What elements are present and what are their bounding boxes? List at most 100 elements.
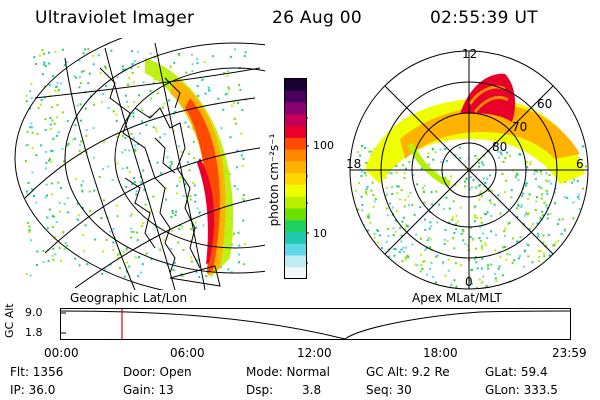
noise-speck <box>78 149 81 152</box>
gc-altitude-curve <box>60 310 571 340</box>
oval-orange <box>400 105 580 159</box>
noise-speck <box>534 284 537 287</box>
noise-speck <box>380 278 383 281</box>
noise-speck <box>388 264 391 267</box>
noise-speck <box>544 275 546 278</box>
noise-speck <box>56 81 59 84</box>
noise-speck <box>545 172 548 175</box>
noise-speck <box>475 261 478 264</box>
noise-speck <box>525 212 528 215</box>
noise-speck <box>581 158 584 161</box>
noise-speck <box>514 176 517 179</box>
noise-speck <box>194 200 197 203</box>
noise-speck <box>490 230 493 233</box>
noise-speck <box>435 190 438 193</box>
noise-speck <box>361 170 364 173</box>
noise-speck <box>368 150 371 153</box>
noise-speck <box>355 280 358 283</box>
noise-speck <box>393 254 396 257</box>
noise-speck <box>49 208 52 211</box>
noise-speck <box>58 202 61 204</box>
noise-speck <box>57 90 60 93</box>
noise-speck <box>80 70 83 73</box>
geographic-caption: Geographic Lat/Lon <box>70 291 188 305</box>
noise-speck <box>220 266 223 268</box>
noise-speck <box>102 167 104 170</box>
colorbar-step <box>285 149 306 162</box>
noise-speck <box>242 219 245 222</box>
noise-speck <box>547 213 549 216</box>
noise-speck <box>485 244 488 247</box>
noise-speck <box>98 176 101 178</box>
noise-speck <box>369 221 372 224</box>
noise-speck <box>528 228 531 231</box>
noise-speck <box>134 256 137 259</box>
noise-speck <box>357 258 360 261</box>
noise-speck <box>180 273 183 276</box>
noise-speck <box>525 182 528 185</box>
noise-speck <box>493 203 496 206</box>
noise-speck <box>28 231 31 234</box>
noise-speck <box>236 149 239 152</box>
noise-speck <box>402 246 405 249</box>
noise-speck <box>378 250 381 253</box>
noise-speck <box>520 206 523 208</box>
noise-speck <box>475 255 477 258</box>
noise-speck <box>63 203 66 205</box>
noise-speck <box>25 100 28 103</box>
noise-speck <box>405 258 408 261</box>
noise-speck <box>187 161 189 164</box>
noise-speck <box>54 235 57 238</box>
noise-speck <box>362 237 365 239</box>
noise-speck <box>48 84 51 87</box>
noise-speck <box>156 161 159 164</box>
noise-speck <box>128 149 131 152</box>
noise-speck <box>408 161 411 164</box>
noise-speck <box>92 63 95 66</box>
noise-speck <box>584 165 587 168</box>
noise-speck <box>468 188 471 191</box>
noise-speck <box>44 65 47 68</box>
noise-speck <box>503 230 506 233</box>
colorbar-step <box>285 161 306 174</box>
noise-speck <box>421 281 423 284</box>
noise-speck <box>153 56 156 59</box>
noise-speck <box>478 184 481 187</box>
noise-speck <box>545 245 548 247</box>
noise-speck <box>28 225 31 228</box>
noise-speck <box>459 156 462 159</box>
noise-speck <box>456 220 459 223</box>
geographic-map <box>14 38 265 290</box>
noise-speck <box>399 198 402 201</box>
noise-speck <box>77 214 80 217</box>
noise-speck <box>180 151 183 153</box>
noise-speck <box>388 269 391 272</box>
noise-speck <box>76 104 79 107</box>
noise-speck <box>393 247 396 250</box>
noise-speck <box>238 261 240 264</box>
noise-speck <box>393 279 396 281</box>
noise-speck <box>411 204 414 206</box>
noise-speck <box>550 182 553 185</box>
timeline-y-axis-label: GC Alt <box>3 303 16 338</box>
noise-speck <box>43 61 46 64</box>
noise-speck <box>43 52 45 55</box>
noise-speck <box>536 196 538 199</box>
noise-speck <box>416 264 419 267</box>
noise-speck <box>384 257 387 260</box>
noise-speck <box>392 227 395 230</box>
colorbar-step <box>285 137 306 151</box>
noise-speck <box>170 216 173 218</box>
noise-speck <box>575 270 578 273</box>
noise-speck <box>416 183 419 186</box>
noise-speck <box>76 202 79 205</box>
noise-speck <box>204 92 207 95</box>
noise-speck <box>373 200 376 203</box>
noise-speck <box>193 184 196 187</box>
noise-speck <box>428 227 431 230</box>
noise-speck <box>372 251 375 254</box>
noise-speck <box>62 160 65 163</box>
noise-speck <box>129 214 132 217</box>
noise-speck <box>539 288 542 289</box>
noise-speck <box>63 64 66 67</box>
